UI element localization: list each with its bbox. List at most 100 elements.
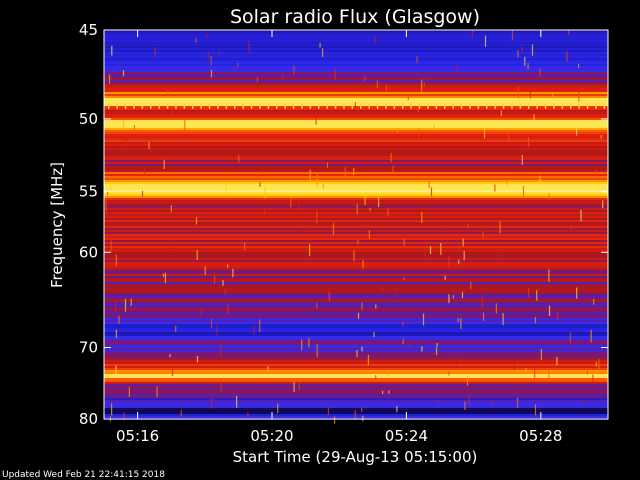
frequency-band — [104, 244, 608, 246]
time-streak — [448, 371, 450, 376]
time-streak — [137, 208, 139, 213]
updated-timestamp: Updated Wed Feb 21 22:41:15 2018 — [2, 470, 165, 480]
time-streak — [444, 275, 446, 281]
time-streak — [382, 287, 384, 292]
time-streak — [470, 281, 472, 289]
periodic-burst — [410, 102, 412, 109]
frequency-band — [104, 246, 608, 248]
frequency-band — [104, 256, 608, 258]
frequency-band — [104, 114, 608, 116]
frequency-band — [104, 416, 608, 418]
frequency-band — [104, 38, 608, 40]
time-streak — [586, 371, 588, 375]
time-streak — [214, 275, 216, 284]
time-streak — [433, 125, 435, 131]
time-streak — [256, 173, 259, 180]
time-streak — [119, 61, 121, 66]
time-streak — [118, 315, 120, 324]
time-streak — [464, 401, 466, 410]
time-streak — [445, 226, 447, 233]
time-streak — [353, 250, 355, 261]
time-streak — [301, 339, 303, 351]
frequency-band — [104, 294, 608, 296]
time-streak — [326, 162, 329, 168]
time-streak — [568, 30, 570, 35]
spectrogram-plot — [103, 29, 609, 424]
frequency-band — [104, 362, 608, 364]
time-streak — [448, 256, 450, 269]
frequency-band — [104, 132, 608, 134]
time-streak — [316, 344, 318, 358]
time-streak — [491, 401, 493, 405]
frequency-band — [104, 78, 608, 80]
time-streak — [374, 35, 376, 45]
time-streak — [354, 410, 356, 420]
time-streak — [416, 56, 418, 63]
time-streak — [375, 375, 377, 380]
time-streak — [195, 37, 197, 44]
periodic-burst — [267, 102, 270, 109]
time-streak — [402, 322, 404, 327]
frequency-bands — [104, 30, 608, 420]
periodic-burst — [351, 102, 354, 109]
frequency-band — [104, 316, 608, 318]
time-streak — [149, 143, 152, 153]
time-streak — [332, 223, 335, 236]
frequency-band — [104, 126, 608, 128]
time-streak — [482, 231, 484, 239]
frequency-band — [104, 224, 608, 226]
time-streak — [218, 51, 220, 55]
frequency-band — [104, 292, 608, 294]
frequency-band — [104, 298, 608, 300]
time-streak — [378, 198, 380, 208]
time-streak — [141, 190, 144, 197]
frequency-band — [104, 234, 608, 236]
frequency-band — [104, 68, 608, 70]
frequency-band — [104, 144, 608, 146]
time-streak — [237, 62, 239, 67]
time-streak — [122, 120, 125, 129]
periodic-burst — [402, 102, 404, 109]
time-streak — [595, 361, 597, 367]
time-streak — [105, 199, 107, 212]
time-streak — [375, 304, 377, 309]
periodic-burst — [116, 102, 118, 109]
periodic-burst — [309, 102, 312, 109]
time-streak — [376, 80, 378, 88]
x-axis-label: Start Time (29-Aug-13 05:15:00) — [233, 448, 478, 466]
time-streak — [361, 346, 363, 352]
time-streak — [114, 299, 117, 312]
frequency-band — [104, 334, 608, 336]
periodic-burst — [284, 102, 286, 109]
frequency-band — [104, 304, 608, 306]
frequency-band — [104, 308, 608, 310]
time-streak — [522, 186, 525, 197]
time-streak — [602, 200, 604, 209]
time-streak — [508, 133, 510, 142]
time-streak — [316, 302, 318, 309]
periodic-burst — [603, 102, 606, 109]
time-streak — [259, 181, 261, 187]
periodic-burst — [141, 102, 144, 109]
frequency-band — [104, 154, 608, 156]
frequency-band — [104, 226, 608, 228]
time-streak — [211, 318, 213, 329]
time-streak — [214, 272, 216, 282]
y-tick-label: 80 — [79, 410, 98, 428]
frequency-band — [104, 70, 608, 72]
time-streak — [128, 386, 130, 398]
periodic-burst — [208, 102, 211, 109]
time-streak — [593, 298, 595, 305]
time-streak — [163, 159, 165, 169]
time-streak — [298, 203, 300, 210]
y-tick-label: 45 — [79, 21, 98, 39]
time-streak — [452, 295, 454, 299]
time-streak — [364, 192, 366, 205]
y-tick-label: 60 — [79, 243, 98, 261]
frequency-band — [104, 336, 608, 338]
time-streak — [216, 324, 218, 336]
time-streak — [421, 346, 423, 352]
time-streak — [253, 325, 255, 335]
time-streak — [238, 155, 240, 163]
frequency-band — [104, 96, 608, 98]
